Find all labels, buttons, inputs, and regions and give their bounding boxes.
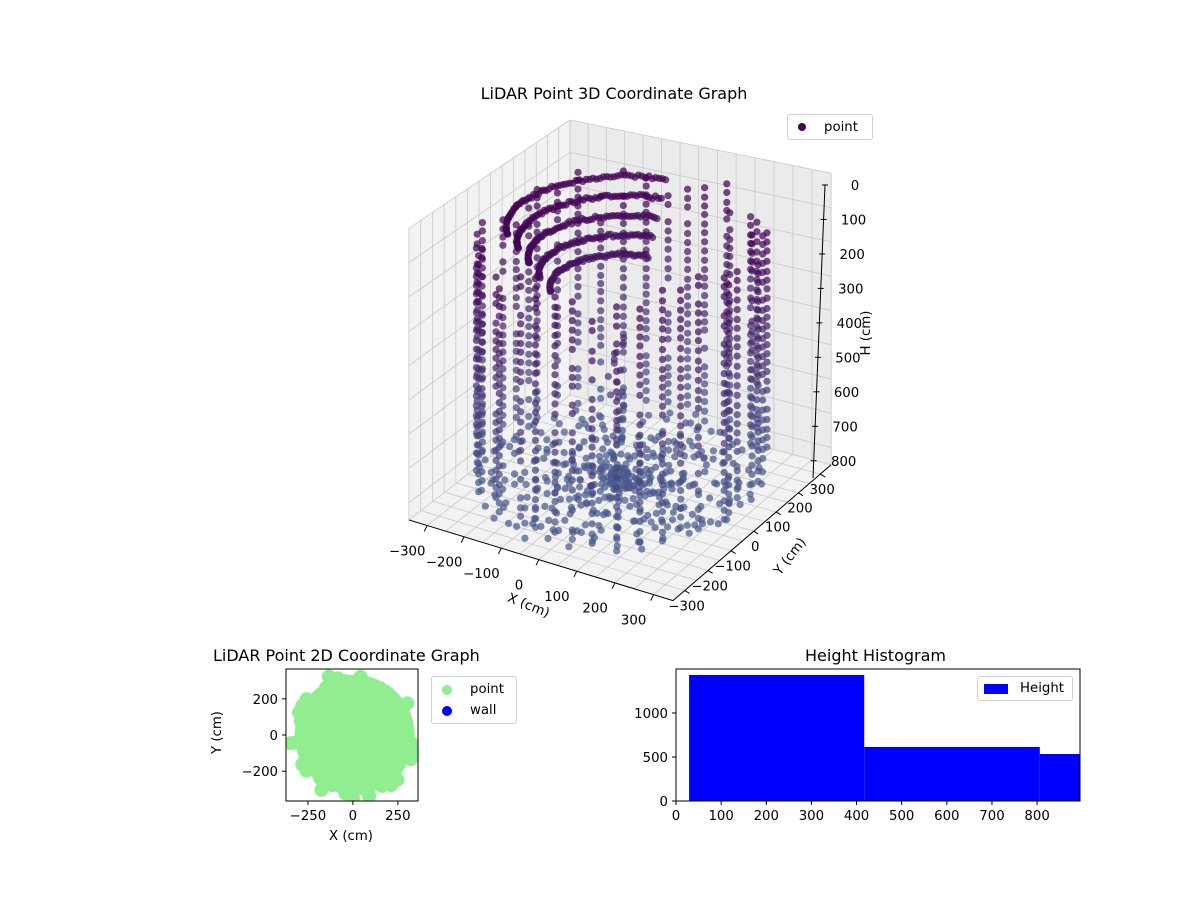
svg-text:H (cm): H (cm) <box>859 311 874 356</box>
histogram-bars <box>689 674 1080 801</box>
svg-text:400: 400 <box>844 809 869 824</box>
scatter3d-title: LiDAR Point 3D Coordinate Graph <box>480 84 748 103</box>
svg-text:0: 0 <box>672 809 680 824</box>
svg-text:−100: −100 <box>463 567 500 582</box>
point-cloud <box>472 167 771 555</box>
scatter3d-legend: point <box>787 114 873 140</box>
svg-text:0: 0 <box>349 809 357 824</box>
svg-text:800: 800 <box>831 455 856 470</box>
legend-item-height: Height <box>978 677 1072 700</box>
svg-text:200: 200 <box>582 602 607 617</box>
svg-text:300: 300 <box>809 483 834 498</box>
svg-text:200: 200 <box>754 809 779 824</box>
svg-text:−300: −300 <box>389 544 426 559</box>
svg-text:0: 0 <box>270 729 278 744</box>
svg-text:700: 700 <box>832 420 857 435</box>
svg-text:−200: −200 <box>426 556 463 571</box>
svg-text:100: 100 <box>841 213 866 228</box>
svg-text:400: 400 <box>837 317 862 332</box>
svg-text:−250: −250 <box>290 809 327 824</box>
legend-label: wall <box>470 703 497 718</box>
legend-item-point: point <box>432 679 516 700</box>
svg-text:300: 300 <box>799 809 824 824</box>
svg-text:−100: −100 <box>714 560 751 575</box>
wall-marker-icon <box>442 705 452 716</box>
histogram-legend: Height <box>977 676 1073 701</box>
legend-label: Height <box>1020 681 1064 696</box>
height-patch-icon <box>984 683 1009 694</box>
svg-text:500: 500 <box>835 351 860 366</box>
svg-text:600: 600 <box>934 809 959 824</box>
svg-text:1000: 1000 <box>634 707 668 722</box>
svg-text:800: 800 <box>1024 809 1049 824</box>
legend-item-wall: wall <box>432 700 516 721</box>
svg-text:500: 500 <box>889 809 914 824</box>
svg-text:300: 300 <box>838 282 863 297</box>
svg-text:0: 0 <box>751 540 759 555</box>
svg-text:600: 600 <box>834 386 859 401</box>
svg-text:−200: −200 <box>241 765 278 780</box>
svg-text:−200: −200 <box>691 579 728 594</box>
svg-text:0: 0 <box>660 795 668 810</box>
svg-text:100: 100 <box>544 590 569 605</box>
scatter2d-title: LiDAR Point 2D Coordinate Graph <box>213 646 480 665</box>
histogram-title: Height Histogram <box>805 646 946 665</box>
svg-text:700: 700 <box>979 809 1004 824</box>
legend-item-point: point <box>788 115 872 139</box>
svg-text:0: 0 <box>851 179 859 194</box>
legend-label: point <box>470 682 504 697</box>
legend-label: point <box>824 119 858 135</box>
svg-text:200: 200 <box>253 693 278 708</box>
point-cloud-2d <box>286 669 418 801</box>
scatter2d-legend: point wall <box>431 676 517 724</box>
svg-text:500: 500 <box>643 751 668 766</box>
point-marker-icon <box>798 123 806 131</box>
svg-text:300: 300 <box>621 614 646 629</box>
svg-text:100: 100 <box>708 809 733 824</box>
scatter2d-xlabel: X (cm) <box>329 829 373 844</box>
svg-text:0: 0 <box>515 578 523 593</box>
point-marker-icon <box>442 684 452 695</box>
svg-text:200: 200 <box>787 502 812 517</box>
svg-text:250: 250 <box>385 809 410 824</box>
svg-text:100: 100 <box>765 521 790 536</box>
svg-text:200: 200 <box>839 248 864 263</box>
svg-text:−300: −300 <box>668 599 705 614</box>
